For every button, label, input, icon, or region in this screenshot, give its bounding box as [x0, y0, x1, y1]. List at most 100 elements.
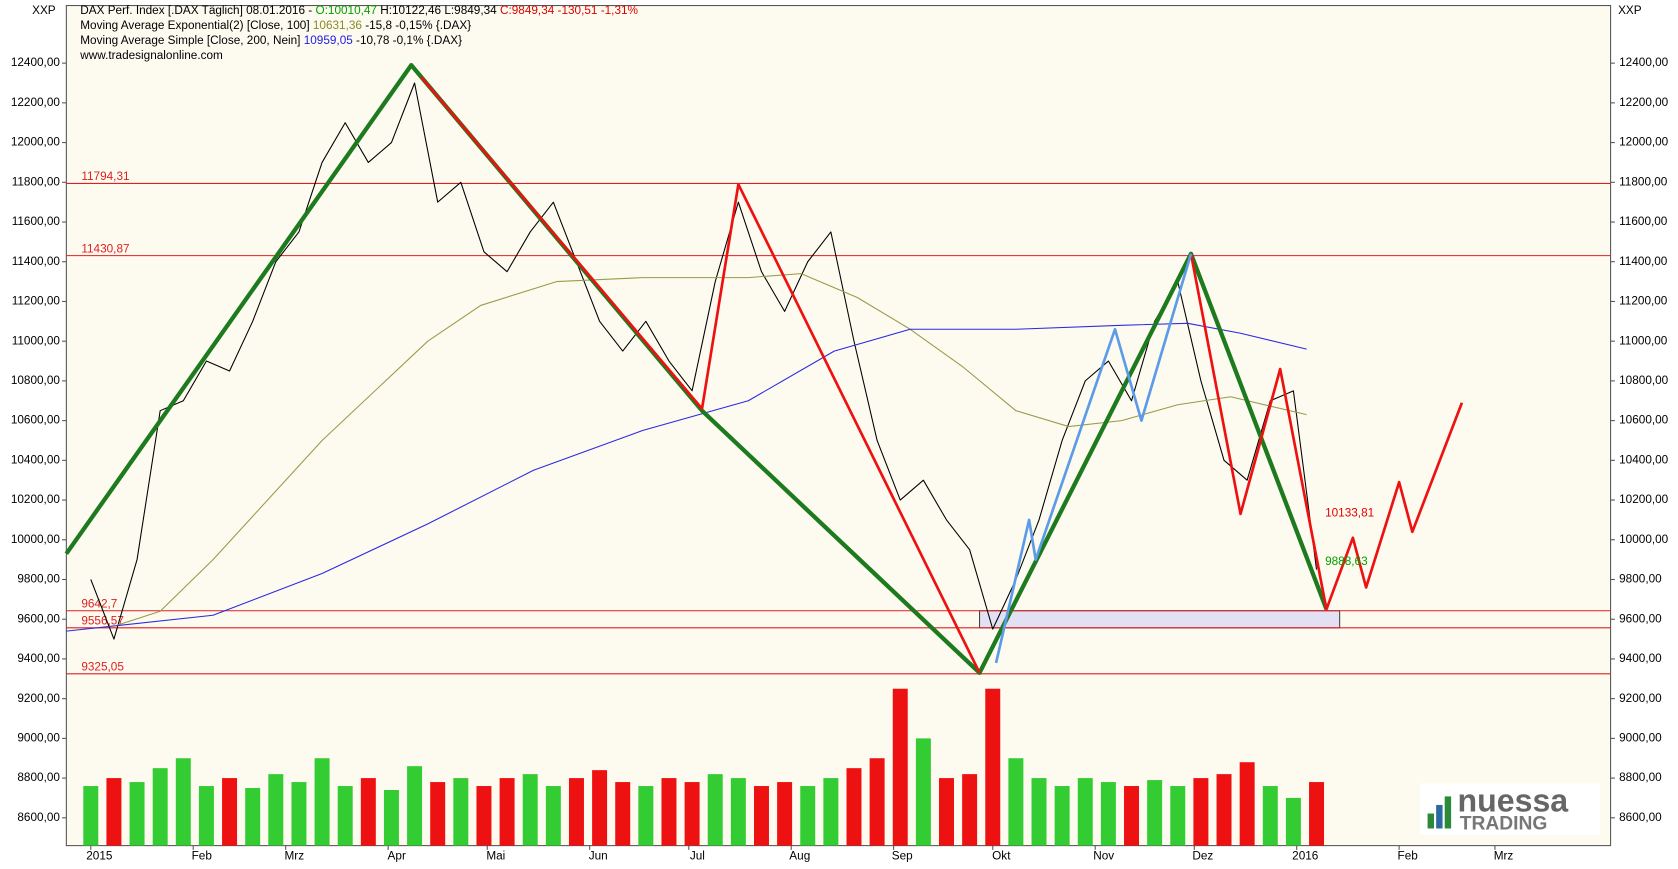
y-tick-label: 9400,00	[17, 652, 60, 665]
y-tick-label: 8800,00	[1619, 771, 1662, 784]
volume-bar	[753, 786, 769, 846]
y-tick-label: 11000,00	[12, 334, 61, 347]
volume-bar	[915, 738, 931, 846]
y-tick-label: 10600,00	[11, 414, 61, 427]
header-text: -10,78 -0,1% {.DAX}	[353, 34, 462, 47]
y-tick-label: 10400,00	[11, 453, 61, 466]
volume-bar	[245, 788, 261, 846]
series-line	[64, 62, 1329, 675]
header-text: -15,8 -0,15% {.DAX}	[362, 19, 471, 32]
volume-bar	[823, 778, 839, 846]
volume-bar	[222, 778, 238, 846]
volume-bar	[592, 770, 608, 846]
volume-bar	[314, 758, 330, 846]
y-tick-label: 10200,00	[11, 493, 61, 506]
y-tick-label: 11800,00	[12, 175, 61, 188]
x-tick-label: Feb	[192, 849, 213, 862]
x-tick-label: Apr	[388, 849, 406, 862]
y-tick-label: 9000,00	[17, 731, 60, 744]
x-tick-label: Dez	[1192, 849, 1213, 862]
y-tick-label: 11200,00	[1619, 295, 1668, 308]
header-line: www.tradesignalonline.com	[79, 49, 223, 62]
volume-bar	[545, 786, 561, 846]
volume-bar	[638, 786, 654, 846]
y-tick-label: 12400,00	[11, 56, 61, 69]
annotation: 10133,81	[1325, 506, 1374, 519]
axis-caption: XXP	[1618, 4, 1642, 17]
y-tick-label: 10800,00	[1619, 374, 1669, 387]
x-tick-label: Feb	[1398, 849, 1419, 862]
y-tick-label: 11800,00	[1619, 175, 1668, 188]
header-text: Moving Average Exponential(2) [Close, 10…	[80, 19, 313, 32]
x-tick-label: 2016	[1292, 849, 1319, 862]
y-tick-label: 12000,00	[11, 136, 61, 149]
y-tick-label: 12400,00	[1619, 56, 1669, 69]
y-tick-label: 11600,00	[1619, 215, 1668, 228]
logo-icon	[1444, 796, 1452, 829]
volume-bar	[1193, 778, 1209, 846]
volume-bar	[453, 778, 469, 846]
header-text: DAX Perf. Index [.DAX Täglich] 08.01.201…	[80, 4, 315, 17]
volume-bar	[730, 778, 746, 846]
volume-bar	[129, 782, 145, 846]
y-tick-label: 10000,00	[11, 533, 61, 546]
y-tick-label: 9400,00	[1619, 652, 1662, 665]
y-tick-label: 11000,00	[1619, 334, 1668, 347]
level-label: 9642,7	[81, 597, 117, 610]
y-tick-label: 12200,00	[1619, 96, 1669, 109]
x-tick-label: Mrz	[284, 849, 304, 862]
volume-bar	[1054, 786, 1070, 846]
volume-bar	[985, 688, 1001, 846]
volume-bar	[152, 768, 168, 846]
series-line	[994, 253, 1193, 664]
x-tick-label: Sep	[892, 849, 913, 862]
y-tick-label: 10800,00	[11, 374, 61, 387]
header-line: Moving Average Simple [Close, 200, Nein]…	[80, 34, 462, 47]
volume-bar	[268, 774, 284, 846]
y-tick-label: 9200,00	[1619, 692, 1662, 705]
y-tick-label: 11200,00	[12, 295, 61, 308]
level-label: 11794,31	[81, 170, 129, 183]
volume-bar	[383, 790, 399, 846]
x-tick-label: Nov	[1093, 849, 1114, 862]
volume-bar	[568, 778, 584, 846]
x-tick-label: Mai	[486, 849, 505, 862]
volume-bar	[846, 768, 862, 846]
y-tick-label: 11400,00	[1619, 255, 1668, 268]
volume-bar	[892, 688, 908, 846]
zone	[979, 610, 1341, 629]
volume-bar	[499, 778, 515, 846]
volume-bar	[83, 786, 99, 846]
volume-bar	[430, 782, 446, 846]
volume-bar	[1216, 774, 1232, 846]
y-tick-label: 9800,00	[17, 573, 60, 586]
volume-bar	[291, 782, 307, 846]
x-tick-label: Jul	[690, 849, 705, 862]
y-tick-label: 11600,00	[12, 215, 61, 228]
volume-bar	[476, 786, 492, 846]
logo-icon	[1427, 813, 1435, 829]
volume-bar	[1100, 782, 1116, 846]
volume-bar	[962, 774, 978, 846]
volume-bar	[684, 782, 700, 846]
y-tick-label: 10400,00	[1619, 453, 1669, 466]
volume-bar	[1077, 778, 1093, 846]
y-tick-label: 8800,00	[17, 771, 60, 784]
y-tick-label: 10000,00	[1619, 533, 1669, 546]
logo: nuessa TRADING	[1420, 782, 1600, 835]
x-tick-label: Jun	[589, 849, 608, 862]
y-tick-label: 9600,00	[1619, 612, 1662, 625]
x-tick-label: Okt	[992, 849, 1011, 862]
volume-bar	[1285, 797, 1301, 846]
logo-icon	[1436, 804, 1443, 829]
series-line	[420, 76, 981, 674]
logo-text: TRADING	[1460, 813, 1548, 834]
annotation: 9888,63	[1325, 555, 1368, 568]
y-tick-label: 9200,00	[17, 692, 60, 705]
y-tick-label: 8600,00	[1619, 811, 1662, 824]
volume-bar	[106, 778, 122, 846]
volume-bar	[869, 758, 885, 846]
volume-bar	[337, 786, 353, 846]
